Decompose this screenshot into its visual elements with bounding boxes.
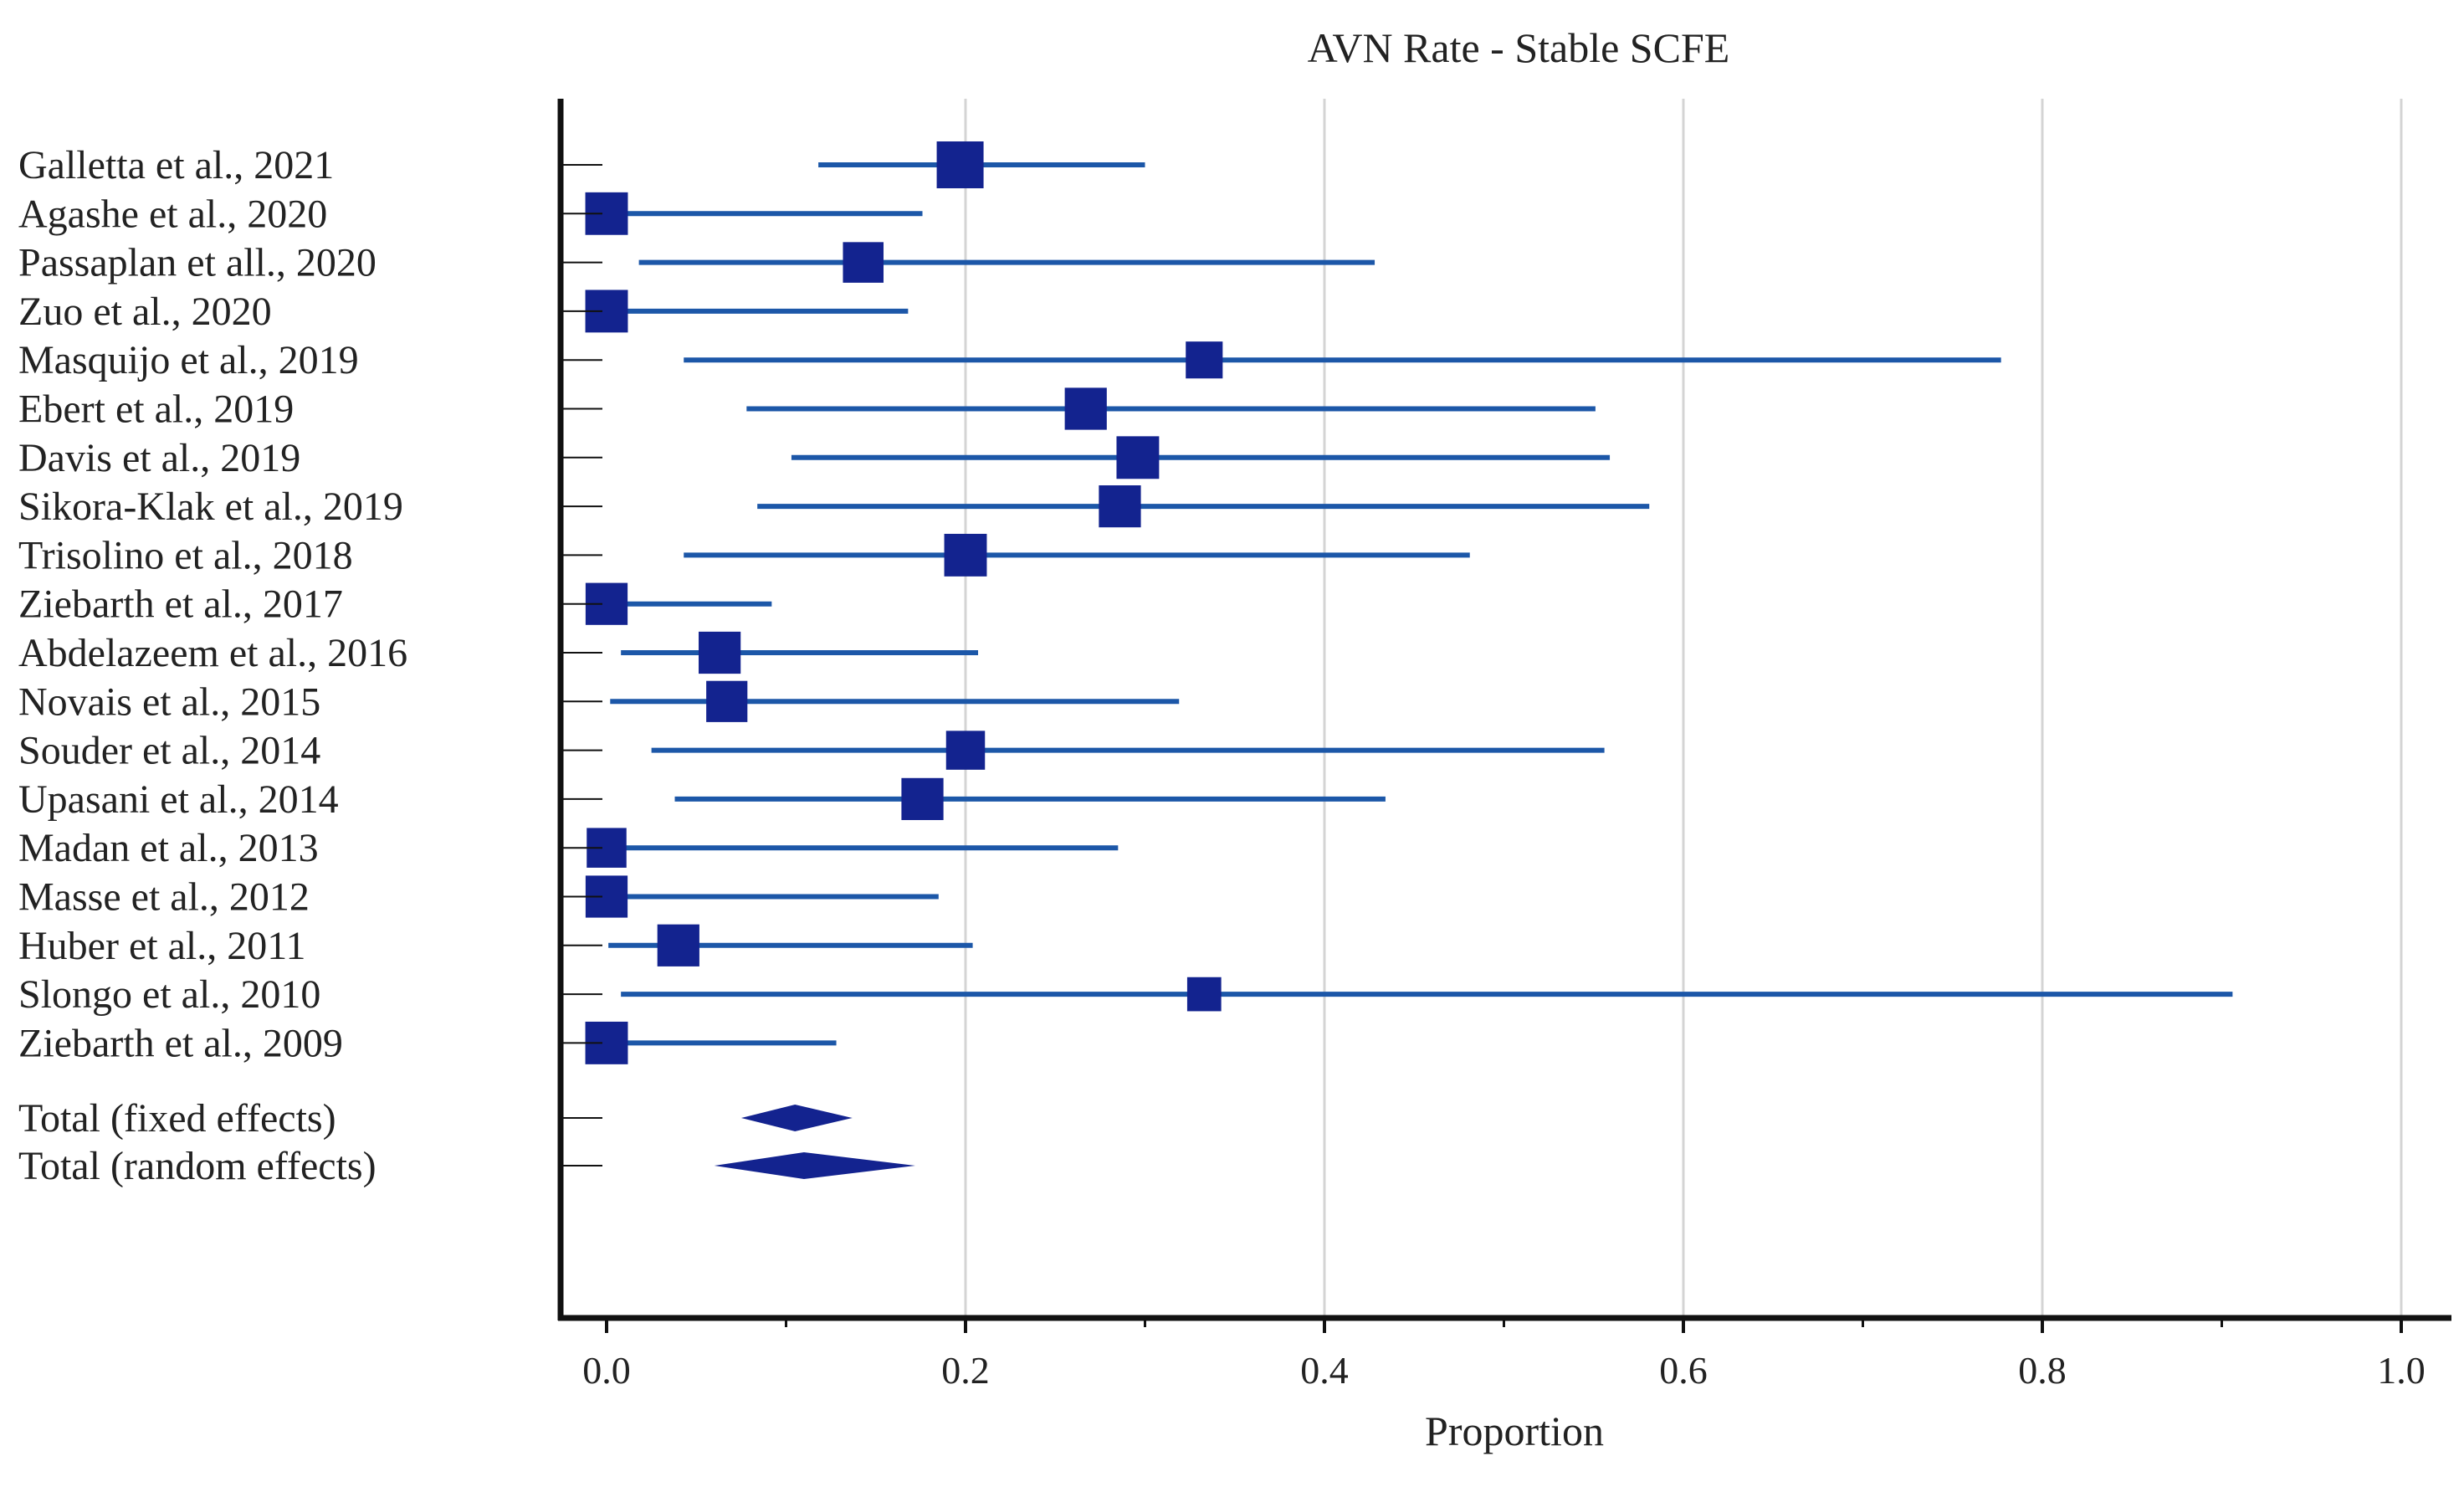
chart-title: AVN Rate - Stable SCFE: [1308, 24, 1730, 71]
x-tick-label: 0.0: [582, 1349, 631, 1392]
study-label: Galletta et al., 2021: [18, 143, 334, 187]
study-marker: [936, 141, 984, 188]
study-marker: [699, 631, 741, 674]
study-label: Novais et al., 2015: [18, 679, 320, 724]
x-axis-title: Proportion: [1425, 1407, 1604, 1454]
study-marker: [901, 777, 944, 821]
study-marker: [944, 533, 987, 577]
confidence-intervals: [607, 162, 2233, 1046]
study-marker: [1186, 977, 1222, 1012]
study-label: Zuo et al., 2020: [18, 290, 272, 334]
study-label: Davis et al., 2019: [18, 436, 300, 480]
study-label: Upasani et al., 2014: [18, 777, 339, 822]
study-marker: [1064, 387, 1107, 430]
study-marker: [1099, 485, 1141, 528]
study-label: Agashe et al., 2020: [18, 192, 327, 236]
pooled-estimate-diamond: [714, 1152, 915, 1179]
study-label: Passaplan et all., 2020: [18, 241, 377, 285]
study-label: Souder et al., 2014: [18, 729, 320, 773]
study-label: Madan et al., 2013: [18, 826, 319, 870]
x-tick-label: 0.4: [1300, 1349, 1349, 1392]
x-tick-label: 0.6: [1659, 1349, 1708, 1392]
study-label: Trisolino et al., 2018: [18, 533, 353, 577]
study-marker: [945, 731, 986, 770]
study-label: Ziebarth et al., 2009: [18, 1021, 343, 1065]
study-marker: [706, 680, 748, 722]
study-label: Abdelazeem et al., 2016: [18, 631, 407, 675]
axes: 0.0 0.2 0.4 0.6 0.8 1.0: [557, 99, 2451, 1392]
study-labels: Galletta et al., 2021 Agashe et al., 2020…: [18, 143, 407, 1188]
x-tick-label: 1.0: [2377, 1349, 2426, 1392]
study-label: Huber et al., 2011: [18, 924, 305, 968]
x-tick-label: 0.8: [2018, 1349, 2067, 1392]
study-label: Masquijo et al., 2019: [18, 338, 359, 382]
grid-lines: [964, 99, 2403, 1318]
study-label: Sikora-Klak et al., 2019: [18, 485, 403, 529]
study-markers: [585, 141, 1223, 1179]
study-label: Ebert et al., 2019: [18, 387, 294, 432]
pooled-estimate-diamond: [740, 1105, 853, 1131]
study-marker: [843, 242, 884, 283]
study-marker: [1186, 341, 1223, 379]
total-label: Total (random effects): [18, 1144, 377, 1188]
study-label: Slongo et al., 2010: [18, 972, 320, 1017]
study-label: Ziebarth et al., 2017: [18, 582, 343, 627]
total-label: Total (fixed effects): [18, 1096, 336, 1141]
study-label: Masse et al., 2012: [18, 875, 310, 920]
study-marker: [657, 924, 699, 966]
study-marker: [1116, 436, 1160, 479]
x-tick-label: 0.2: [941, 1349, 990, 1392]
